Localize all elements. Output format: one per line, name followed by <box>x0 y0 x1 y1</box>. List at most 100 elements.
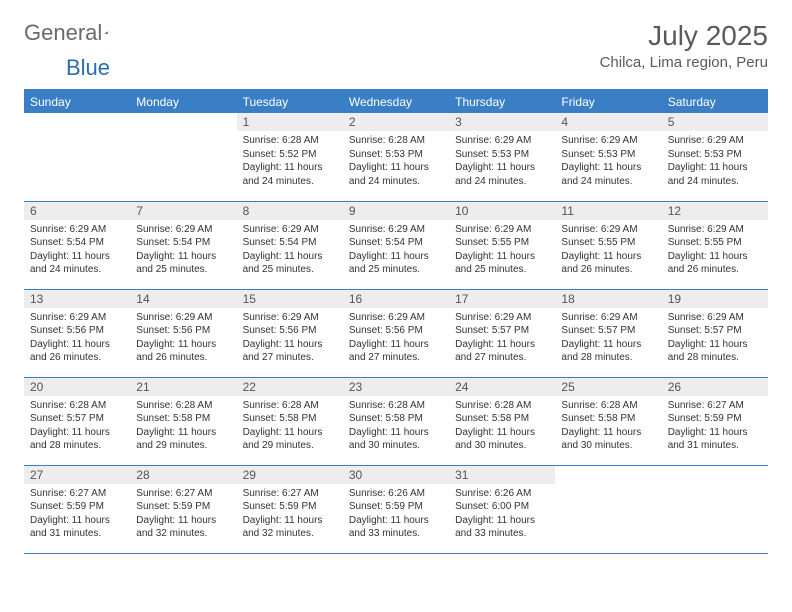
calendar-day-cell: 20 Sunrise: 6:28 AM Sunset: 5:57 PM Dayligh… <box>24 377 130 465</box>
daylight-line: Daylight: 11 hours and 26 minutes. <box>561 251 641 276</box>
calendar-day-cell: . <box>24 113 130 201</box>
day-number: 10 <box>449 202 555 220</box>
day-number: 3 <box>449 113 555 131</box>
day-details: Sunrise: 6:28 AMSunset: 5:58 PMDaylight:… <box>130 396 236 457</box>
day-details: Sunrise: 6:26 AMSunset: 5:59 PMDaylight:… <box>343 484 449 545</box>
daylight-line: Daylight: 11 hours and 28 minutes. <box>30 427 110 452</box>
day-header-row: Sunday Monday Tuesday Wednesday Thursday… <box>24 90 768 113</box>
sunset-line: Sunset: 5:54 PM <box>349 237 423 248</box>
sunset-line: Sunset: 5:57 PM <box>30 413 104 424</box>
sunrise-line: Sunrise: 6:29 AM <box>136 224 212 235</box>
day-details: Sunrise: 6:29 AM Sunset: 5:57 PM Daylight:… <box>449 308 555 369</box>
daylight-line: Daylight: 11 hours and 26 minutes. <box>668 251 748 276</box>
sunset-line: Sunset: 5:56 PM <box>30 325 104 336</box>
day-number: 20 <box>24 378 130 396</box>
day-number: 23 <box>343 378 449 396</box>
logo-text-general: General <box>24 20 102 46</box>
day-number: 8 <box>237 202 343 220</box>
logo: General <box>24 20 128 46</box>
day-number: 26 <box>662 378 768 396</box>
sunset-line: Sunset: 5:57 PM <box>455 325 529 336</box>
day-number: 27 <box>24 466 130 484</box>
day-details: Sunrise: 6:29 AMSunset: 5:57 PMDaylight:… <box>555 308 661 369</box>
day-header: Wednesday <box>343 90 449 113</box>
day-details: Sunrise: 6:29 AMSunset: 5:57 PMDaylight:… <box>662 308 768 369</box>
sunrise-line: Sunrise: 6:29 AM <box>455 312 531 323</box>
daylight-line: Daylight: 11 hours and 27 minutes. <box>455 339 535 364</box>
day-number: 18 <box>555 290 661 308</box>
calendar-day-cell: 7Sunrise: 6:29 AMSunset: 5:54 PMDaylight… <box>130 201 236 289</box>
calendar-week-row: 27Sunrise: 6:27 AMSunset: 5:59 PMDayligh… <box>24 465 768 553</box>
sunrise-line: Sunrise: 6:29 AM <box>349 312 425 323</box>
sunset-line: Sunset: 5:53 PM <box>455 149 529 160</box>
day-details: Sunrise: 6:29 AMSunset: 5:56 PMDaylight:… <box>130 308 236 369</box>
sunrise-line: Sunrise: 6:29 AM <box>668 312 744 323</box>
daylight-line: Daylight: 11 hours and 30 minutes. <box>455 427 535 452</box>
calendar-week-row: 20 Sunrise: 6:28 AM Sunset: 5:57 PM Dayligh… <box>24 377 768 465</box>
day-details: Sunrise: 6:29 AMSunset: 5:54 PMDaylight:… <box>24 220 130 281</box>
day-details: Sunrise: 6:29 AMSunset: 5:54 PMDaylight:… <box>237 220 343 281</box>
calendar-week-row: . . 1Sunrise: 6:28 AMSunset: 5:52 PMDayl… <box>24 113 768 201</box>
calendar-day-cell: 14Sunrise: 6:29 AMSunset: 5:56 PMDayligh… <box>130 289 236 377</box>
sunrise-line: Sunrise: 6:28 AM <box>561 400 637 411</box>
daylight-line: Daylight: 11 hours and 27 minutes. <box>243 339 323 364</box>
sunset-line: Sunset: 5:59 PM <box>30 501 104 512</box>
sunset-line: Sunset: 5:54 PM <box>243 237 317 248</box>
day-number: 5 <box>662 113 768 131</box>
day-details: Sunrise: 6:29 AMSunset: 5:54 PMDaylight:… <box>130 220 236 281</box>
day-header: Sunday <box>24 90 130 113</box>
logo-triangle-icon <box>104 24 108 42</box>
calendar-day-cell: 2Sunrise: 6:28 AMSunset: 5:53 PMDaylight… <box>343 113 449 201</box>
daylight-line: Daylight: 11 hours and 32 minutes. <box>136 515 216 540</box>
daylight-line: Daylight: 11 hours and 24 minutes. <box>243 162 323 187</box>
calendar-day-cell: 29Sunrise: 6:27 AMSunset: 5:59 PMDayligh… <box>237 465 343 553</box>
sunrise-line: Sunrise: 6:29 AM <box>561 224 637 235</box>
day-number: 31 <box>449 466 555 484</box>
sunset-line: Sunset: 5:58 PM <box>349 413 423 424</box>
sunset-line: Sunset: 5:58 PM <box>561 413 635 424</box>
day-header: Thursday <box>449 90 555 113</box>
daylight-line: Daylight: 11 hours and 25 minutes. <box>243 251 323 276</box>
sunset-line: Sunset: 5:53 PM <box>668 149 742 160</box>
calendar-day-cell: 8Sunrise: 6:29 AMSunset: 5:54 PMDaylight… <box>237 201 343 289</box>
calendar-day-cell: 31Sunrise: 6:26 AMSunset: 6:00 PMDayligh… <box>449 465 555 553</box>
day-details: Sunrise: 6:27 AMSunset: 5:59 PMDaylight:… <box>662 396 768 457</box>
sunrise-line: Sunrise: 6:28 AM <box>243 135 319 146</box>
sunrise-line: Sunrise: 6:29 AM <box>30 312 106 323</box>
calendar-day-cell: 4Sunrise: 6:29 AMSunset: 5:53 PMDaylight… <box>555 113 661 201</box>
daylight-line: Daylight: 11 hours and 30 minutes. <box>349 427 429 452</box>
sunrise-line: Sunrise: 6:29 AM <box>30 224 106 235</box>
daylight-line: Daylight: 11 hours and 28 minutes. <box>668 339 748 364</box>
calendar-day-cell: 10Sunrise: 6:29 AMSunset: 5:55 PMDayligh… <box>449 201 555 289</box>
sunset-line: Sunset: 5:52 PM <box>243 149 317 160</box>
day-number: 29 <box>237 466 343 484</box>
daylight-line: Daylight: 11 hours and 33 minutes. <box>349 515 429 540</box>
sunrise-line: Sunrise: 6:27 AM <box>668 400 744 411</box>
sunrise-line: Sunrise: 6:29 AM <box>668 224 744 235</box>
day-number: 9 <box>343 202 449 220</box>
daylight-line: Daylight: 11 hours and 31 minutes. <box>668 427 748 452</box>
calendar-day-cell: 11Sunrise: 6:29 AMSunset: 5:55 PMDayligh… <box>555 201 661 289</box>
sunrise-line: Sunrise: 6:29 AM <box>136 312 212 323</box>
day-number: 1 <box>237 113 343 131</box>
daylight-line: Daylight: 11 hours and 26 minutes. <box>30 339 110 364</box>
sunrise-line: Sunrise: 6:28 AM <box>30 400 106 411</box>
day-details: Sunrise: 6:29 AMSunset: 5:56 PMDaylight:… <box>343 308 449 369</box>
logo-text-blue: Blue <box>66 55 110 80</box>
calendar-table: Sunday Monday Tuesday Wednesday Thursday… <box>24 89 768 554</box>
calendar-day-cell: 22Sunrise: 6:28 AMSunset: 5:58 PMDayligh… <box>237 377 343 465</box>
calendar-day-cell: 9Sunrise: 6:29 AMSunset: 5:54 PMDaylight… <box>343 201 449 289</box>
sunset-line: Sunset: 5:56 PM <box>349 325 423 336</box>
daylight-line: Daylight: 11 hours and 24 minutes. <box>30 251 110 276</box>
calendar-day-cell: 28Sunrise: 6:27 AMSunset: 5:59 PMDayligh… <box>130 465 236 553</box>
day-details: Sunrise: 6:29 AMSunset: 5:55 PMDaylight:… <box>662 220 768 281</box>
day-number: 24 <box>449 378 555 396</box>
day-details: Sunrise: 6:29 AMSunset: 5:53 PMDaylight:… <box>449 131 555 192</box>
day-details: Sunrise: 6:29 AMSunset: 5:56 PMDaylight:… <box>237 308 343 369</box>
day-number: 4 <box>555 113 661 131</box>
day-number: 22 <box>237 378 343 396</box>
sunrise-line: Sunrise: 6:29 AM <box>243 312 319 323</box>
day-number: 19 <box>662 290 768 308</box>
calendar-day-cell: 12Sunrise: 6:29 AMSunset: 5:55 PMDayligh… <box>662 201 768 289</box>
calendar-day-cell: 3Sunrise: 6:29 AMSunset: 5:53 PMDaylight… <box>449 113 555 201</box>
